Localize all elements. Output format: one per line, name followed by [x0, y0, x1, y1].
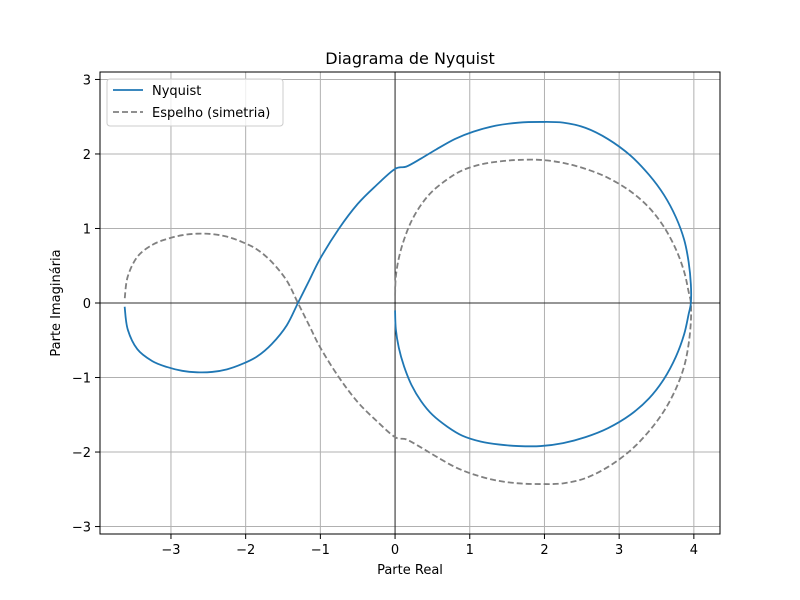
x-tick-label: 4	[690, 543, 698, 558]
legend-box	[106, 78, 284, 127]
legend: Nyquist Espelho (simetria)	[106, 78, 284, 127]
series-line-nyquist	[123, 121, 693, 448]
y-tick-label: 1	[83, 222, 91, 237]
y-tick-label: 3	[83, 73, 91, 88]
legend-label-espelho: Espelho (simetria)	[152, 106, 270, 121]
x-tick-label: −2	[236, 543, 255, 558]
chart-title: Diagrama de Nyquist	[325, 49, 494, 68]
y-tick-label: −1	[72, 372, 91, 387]
y-tick-label: −3	[72, 521, 91, 536]
x-axis-label: Parte Real	[377, 563, 443, 578]
grid-lines	[100, 72, 720, 534]
plot-series	[123, 121, 693, 485]
axis-ticks: −3 −2 −1 0 1 2 3 4 −3 −2 −1 0 1 2 3	[72, 73, 698, 558]
zero-axes	[100, 72, 720, 534]
x-tick-label: 0	[391, 543, 399, 558]
legend-label-nyquist: Nyquist	[152, 84, 201, 99]
x-tick-label: 1	[466, 543, 474, 558]
y-axis-label: Parte Imaginária	[49, 249, 64, 356]
x-tick-label: −3	[161, 543, 180, 558]
series-line-espelho	[123, 158, 693, 485]
y-tick-label: −2	[72, 446, 91, 461]
x-tick-label: 2	[540, 543, 548, 558]
x-tick-label: 3	[615, 543, 623, 558]
y-tick-label: 2	[83, 148, 91, 163]
y-tick-label: 0	[83, 297, 91, 312]
x-tick-label: −1	[311, 543, 330, 558]
